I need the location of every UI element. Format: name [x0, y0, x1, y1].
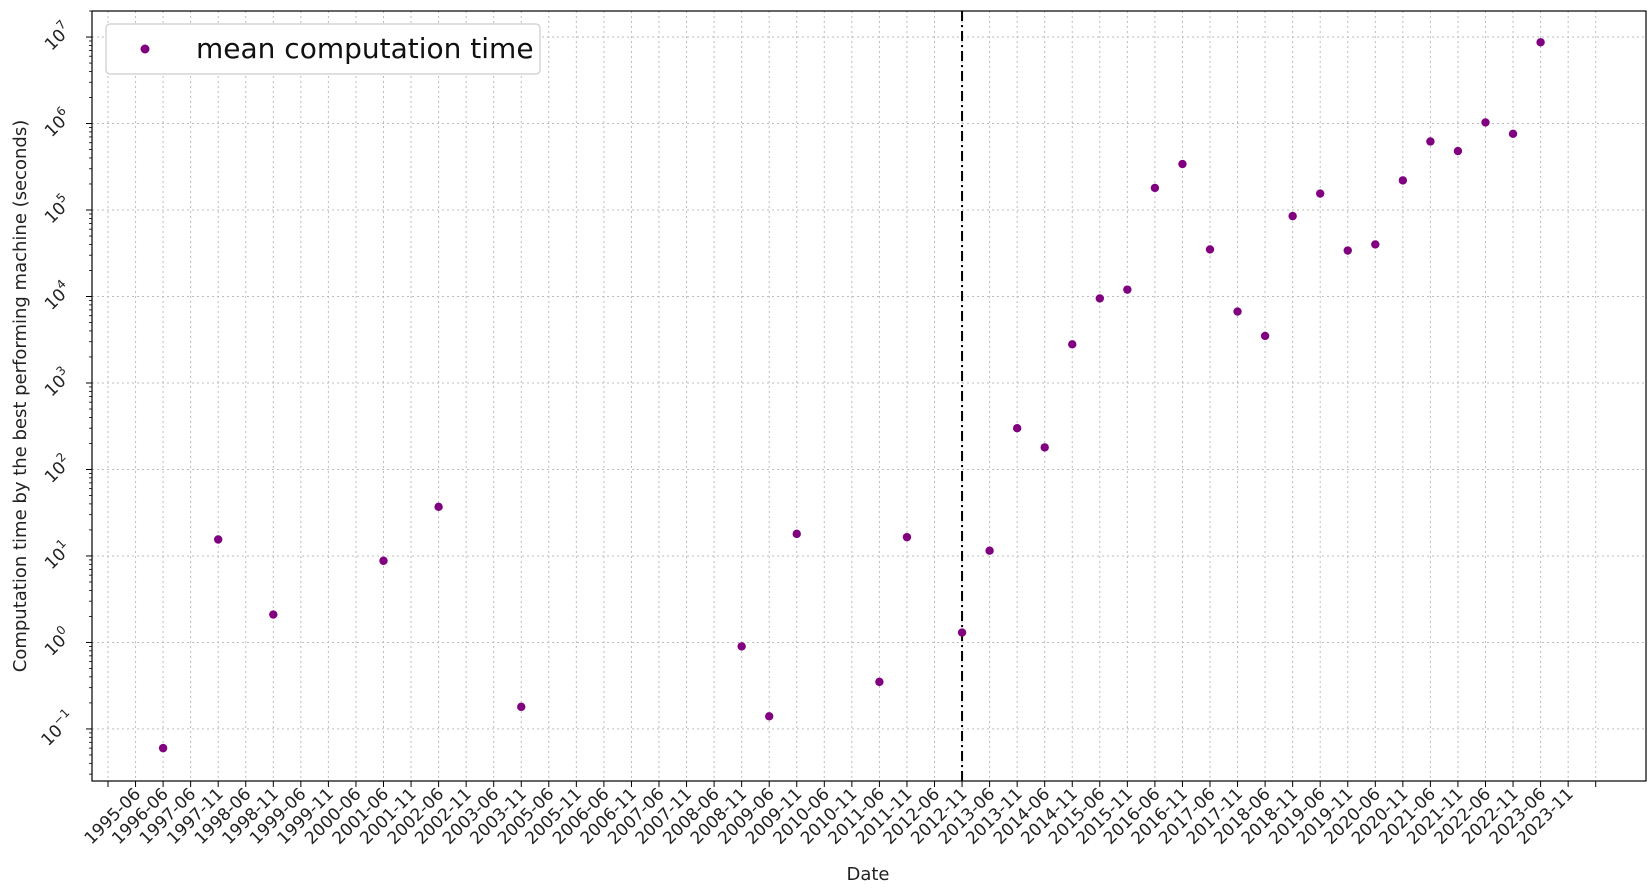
data-point — [1426, 137, 1435, 146]
data-point — [1398, 176, 1408, 185]
data-point — [1260, 331, 1270, 341]
y-tick-label: 10−1 — [35, 706, 80, 751]
y-tick-label: 102 — [38, 450, 76, 488]
data-point — [875, 677, 884, 687]
data-point — [985, 546, 994, 555]
data-point — [1481, 118, 1490, 127]
data-point — [1453, 146, 1463, 156]
y-tick-label: 107 — [38, 17, 76, 55]
data-point — [1150, 183, 1160, 193]
data-point — [1178, 159, 1187, 169]
data-point — [379, 556, 388, 565]
y-tick-label: 106 — [38, 104, 76, 142]
y-tick-label: 104 — [38, 277, 76, 315]
legend: mean computation time — [105, 23, 541, 75]
legend-marker — [140, 44, 150, 54]
y-tick-label: 105 — [38, 190, 76, 228]
x-axis-title: Date — [846, 864, 889, 885]
data-point — [1343, 246, 1352, 255]
data-point — [957, 628, 967, 637]
y-axis-title: Computation time by the best performing … — [10, 120, 31, 672]
data-point — [1316, 189, 1325, 198]
data-point — [1508, 129, 1518, 139]
data-point — [1068, 340, 1077, 349]
data-point — [158, 743, 168, 753]
y-tick-label: 103 — [38, 363, 76, 401]
data-point — [269, 610, 278, 619]
data-point — [1288, 211, 1297, 221]
x-axis: 1995-061996-061997-061997-111998-061998-… — [81, 781, 1597, 849]
data-point — [737, 642, 746, 651]
data-point — [1095, 294, 1105, 303]
data-point — [517, 702, 526, 712]
data-point — [214, 535, 223, 544]
data-point — [1040, 443, 1049, 452]
data-point — [1233, 307, 1242, 316]
y-tick-label: 100 — [38, 623, 76, 661]
y-tick-label: 101 — [38, 536, 76, 574]
data-point — [434, 502, 443, 512]
data-point — [902, 532, 912, 542]
legend-label: mean computation time — [196, 32, 534, 65]
data-point — [792, 529, 801, 539]
data-point — [1536, 38, 1545, 47]
data-point — [1371, 240, 1380, 249]
data-point — [1123, 285, 1132, 294]
data-point — [765, 712, 774, 721]
data-point — [1012, 424, 1022, 433]
legend-box — [105, 23, 541, 75]
data-points — [158, 38, 1545, 753]
data-point — [1205, 245, 1215, 254]
plot-area-frame — [91, 10, 1647, 782]
y-axis: 10−1 100 101 102 103 104 105 106 107 — [35, 10, 92, 775]
grid — [92, 11, 1646, 781]
